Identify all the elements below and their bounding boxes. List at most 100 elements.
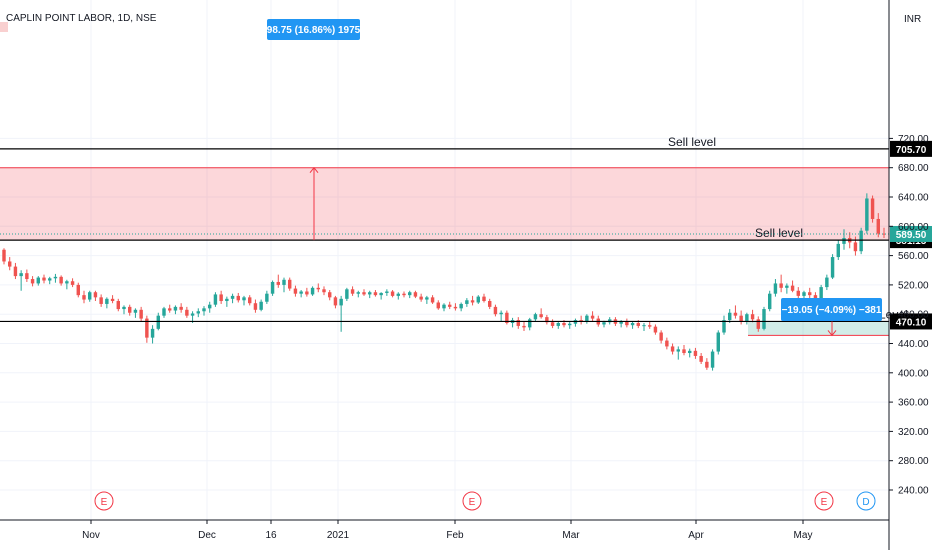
candle-body <box>345 289 349 299</box>
event-marker-earnings <box>814 491 834 511</box>
grid <box>0 0 889 520</box>
candle-body <box>202 308 206 312</box>
candle-body <box>688 350 692 354</box>
candle-body <box>110 298 115 302</box>
event-marker-label: E <box>469 497 476 508</box>
candle-body <box>259 301 263 310</box>
candle-body <box>762 309 766 329</box>
candle-body <box>705 361 709 368</box>
candle-body <box>25 273 29 280</box>
candle-body <box>8 261 12 267</box>
candle-body <box>436 302 440 309</box>
event-marker-dividend <box>856 491 876 511</box>
candle-body <box>396 293 400 296</box>
candle-body <box>533 314 538 320</box>
x-axis-ticks: Nov Dec 16 2021 Feb Mar Apr May <box>82 520 812 541</box>
candle-body <box>2 249 6 262</box>
candle-body <box>430 297 435 303</box>
profit-zone <box>0 167 889 241</box>
candle-body <box>190 313 195 316</box>
y-tick-label: 720.00 <box>898 134 929 145</box>
x-tick-label: May <box>794 530 813 541</box>
candle-body <box>196 311 200 314</box>
candle-body <box>773 283 778 294</box>
candle-body <box>796 290 800 296</box>
y-tick-label: 320.00 <box>898 427 929 438</box>
candle-body <box>442 304 446 309</box>
candle-body <box>722 320 726 333</box>
candle-body <box>733 312 738 316</box>
candle-body <box>293 288 298 294</box>
candle-body <box>139 309 143 319</box>
x-tick-label: 2021 <box>327 530 350 541</box>
level-price-tag-text: 470.10 <box>896 317 927 328</box>
candle-body <box>653 326 658 333</box>
candle-body <box>476 296 480 303</box>
candle-body <box>562 322 566 326</box>
candle-body <box>630 322 635 326</box>
last-price-tag-text: 589.50 <box>896 230 927 241</box>
candle-body <box>93 292 98 298</box>
candle-body <box>499 312 503 315</box>
candle-body <box>310 287 315 295</box>
y-tick-label: 480.00 <box>898 310 929 321</box>
candle-body <box>122 306 126 310</box>
candle-body <box>636 322 640 326</box>
candle-body <box>105 298 109 304</box>
candle-body <box>385 291 389 293</box>
candle-body <box>756 319 760 329</box>
measure-down-arrowhead <box>827 330 837 337</box>
level-price-tag <box>890 313 932 330</box>
candle-body <box>408 292 412 296</box>
candle-body <box>556 322 560 326</box>
candle-body <box>528 319 532 328</box>
candle-body <box>459 303 463 309</box>
candle-body <box>316 287 320 290</box>
candle-body <box>419 296 423 300</box>
candle-body <box>545 317 549 323</box>
candle-body <box>853 242 858 252</box>
candle-body <box>413 292 418 297</box>
y-tick-label: 560.00 <box>898 251 929 262</box>
symbol-color-swatch <box>0 22 8 32</box>
candle-body <box>185 309 189 316</box>
candle-body <box>482 296 486 302</box>
y-tick-label: 520.00 <box>898 280 929 291</box>
candle-body <box>750 314 755 320</box>
candle-body <box>390 291 395 296</box>
candle-body <box>208 304 212 309</box>
y-tick-label: 600.00 <box>898 222 929 233</box>
y-tick-label: 680.00 <box>898 163 929 174</box>
candle-body <box>402 293 406 296</box>
candle-body <box>728 312 732 321</box>
event-marker-earnings <box>462 491 482 511</box>
candle-body <box>876 218 880 234</box>
candle-body <box>516 320 520 326</box>
candle-body <box>665 340 669 347</box>
candle-body <box>70 281 75 285</box>
candle-body <box>282 279 286 285</box>
candle-body <box>333 297 338 306</box>
y-tick-label: 640.00 <box>898 193 929 204</box>
candle-body <box>579 320 583 322</box>
candle-body <box>590 315 595 319</box>
candle-body <box>619 321 623 324</box>
candle-body <box>339 298 343 306</box>
candle-body <box>99 297 103 304</box>
candle-body <box>213 294 218 305</box>
candle-body <box>328 292 332 298</box>
candle-body <box>116 301 120 310</box>
candle-body <box>505 312 509 323</box>
candle-body <box>448 304 452 307</box>
candle-body <box>88 292 92 300</box>
candle-body <box>76 284 80 296</box>
x-tick-label: Mar <box>562 530 580 541</box>
measurement-tools: 98.75 (16.86%) 1975 −19.05 (−4.09%) −381 <box>267 19 882 337</box>
candle-body <box>716 332 720 352</box>
candle-body <box>779 283 783 288</box>
level-label: Sell level <box>755 226 803 240</box>
candle-body <box>19 273 23 277</box>
candle-body <box>699 355 703 362</box>
candle-body <box>145 318 149 338</box>
